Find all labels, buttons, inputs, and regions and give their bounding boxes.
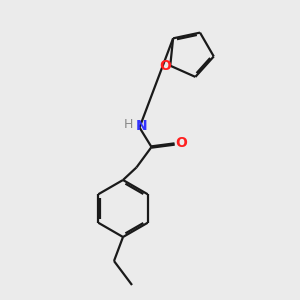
- Text: H: H: [123, 118, 133, 131]
- Text: O: O: [175, 136, 187, 150]
- Text: N: N: [136, 119, 148, 133]
- Text: O: O: [159, 59, 171, 73]
